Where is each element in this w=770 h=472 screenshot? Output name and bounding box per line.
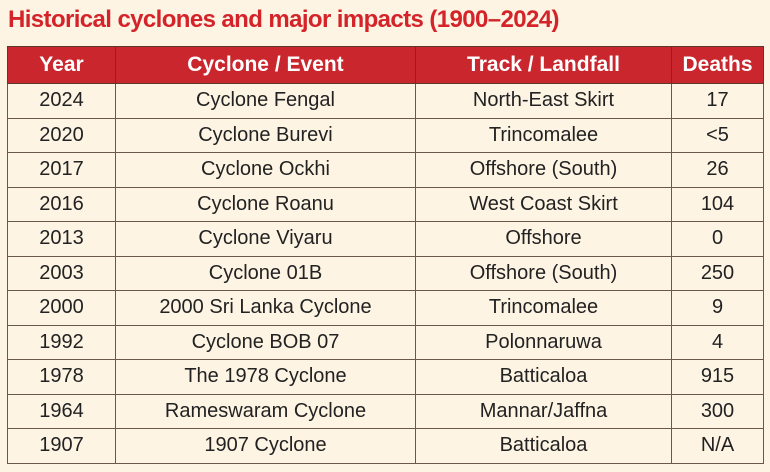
table-cell: Trincomalee — [415, 117, 672, 153]
table-cell: Cyclone Viyaru — [115, 221, 416, 257]
table-cell: 2000 Sri Lanka Cyclone — [115, 290, 416, 326]
table-cell: N/A — [671, 428, 764, 464]
title: Historical cyclones and major impacts (1… — [8, 6, 559, 33]
table-cell: Offshore — [415, 221, 672, 257]
table-cell: Cyclone Ockhi — [115, 152, 416, 188]
table-cell: Cyclone Burevi — [115, 117, 416, 153]
table-cell: 250 — [671, 255, 764, 291]
table-cell: 300 — [671, 393, 764, 429]
table-cell: 1907 Cyclone — [115, 428, 416, 464]
table-cell: Cyclone 01B — [115, 255, 416, 291]
table-cell: 0 — [671, 221, 764, 257]
table-cell: The 1978 Cyclone — [115, 359, 416, 395]
table-cell: 1907 — [7, 428, 116, 464]
table-cell: 2020 — [7, 117, 116, 153]
table-row: 1964 Rameswaram Cyclone Mannar/Jaffna 300 — [7, 393, 764, 429]
table-cell: 9 — [671, 290, 764, 326]
table-row: 2016 Cyclone Roanu West Coast Skirt 104 — [7, 186, 764, 222]
table-cell: 2024 — [7, 83, 116, 119]
table-row: 1992 Cyclone BOB 07 Polonnaruwa 4 — [7, 324, 764, 360]
table-cell: 1978 — [7, 359, 116, 395]
table-cell: Rameswaram Cyclone — [115, 393, 416, 429]
table-cell: Polonnaruwa — [415, 324, 672, 360]
table-cell: 1964 — [7, 393, 116, 429]
table-row: 2020 Cyclone Burevi Trincomalee <5 — [7, 117, 764, 153]
table-cell: 17 — [671, 83, 764, 119]
table-cell: 2003 — [7, 255, 116, 291]
table-cell: 2013 — [7, 221, 116, 257]
table-cell: Trincomalee — [415, 290, 672, 326]
table-row: 1978 The 1978 Cyclone Batticaloa 915 — [7, 359, 764, 395]
table-cell: Offshore (South) — [415, 255, 672, 291]
header-row: Year Cyclone / Event Track / Landfall Death… — [7, 46, 764, 84]
table-row: 2017 Cyclone Ockhi Offshore (South) 26 — [7, 152, 764, 188]
table-cell: 915 — [671, 359, 764, 395]
column-header: Track / Landfall — [415, 46, 672, 84]
table-cell: Cyclone Fengal — [115, 83, 416, 119]
table-row: 2024 Cyclone Fengal North-East Skirt 17 — [7, 83, 764, 119]
table-cell: 1992 — [7, 324, 116, 360]
table-cell: Mannar/Jaffna — [415, 393, 672, 429]
table-cell: Cyclone BOB 07 — [115, 324, 416, 360]
table-cell: 104 — [671, 186, 764, 222]
column-header: Deaths — [671, 46, 764, 84]
table-cell: Batticaloa — [415, 428, 672, 464]
column-header: Cyclone / Event — [115, 46, 416, 84]
table-row: 2000 2000 Sri Lanka Cyclone Trincomalee 9 — [7, 290, 764, 326]
table-cell: 2000 — [7, 290, 116, 326]
table-row: 2013 Cyclone Viyaru Offshore 0 — [7, 221, 764, 257]
table-row: 1907 1907 Cyclone Batticaloa N/A — [7, 428, 764, 464]
table-cell: Batticaloa — [415, 359, 672, 395]
table-cell: Cyclone Roanu — [115, 186, 416, 222]
table-cell: <5 — [671, 117, 764, 153]
cyclone-table: Year Cyclone / Event Track / Landfall Death… — [7, 46, 764, 464]
table-cell: Offshore (South) — [415, 152, 672, 188]
column-header: Year — [7, 46, 116, 84]
table-cell: 4 — [671, 324, 764, 360]
table-cell: 2017 — [7, 152, 116, 188]
table-cell: North-East Skirt — [415, 83, 672, 119]
table-body: 2024 Cyclone Fengal North-East Skirt 17 2020… — [7, 83, 764, 464]
table-row: 2003 Cyclone 01B Offshore (South) 250 — [7, 255, 764, 291]
table-cell: 2016 — [7, 186, 116, 222]
table-cell: West Coast Skirt — [415, 186, 672, 222]
table-cell: 26 — [671, 152, 764, 188]
